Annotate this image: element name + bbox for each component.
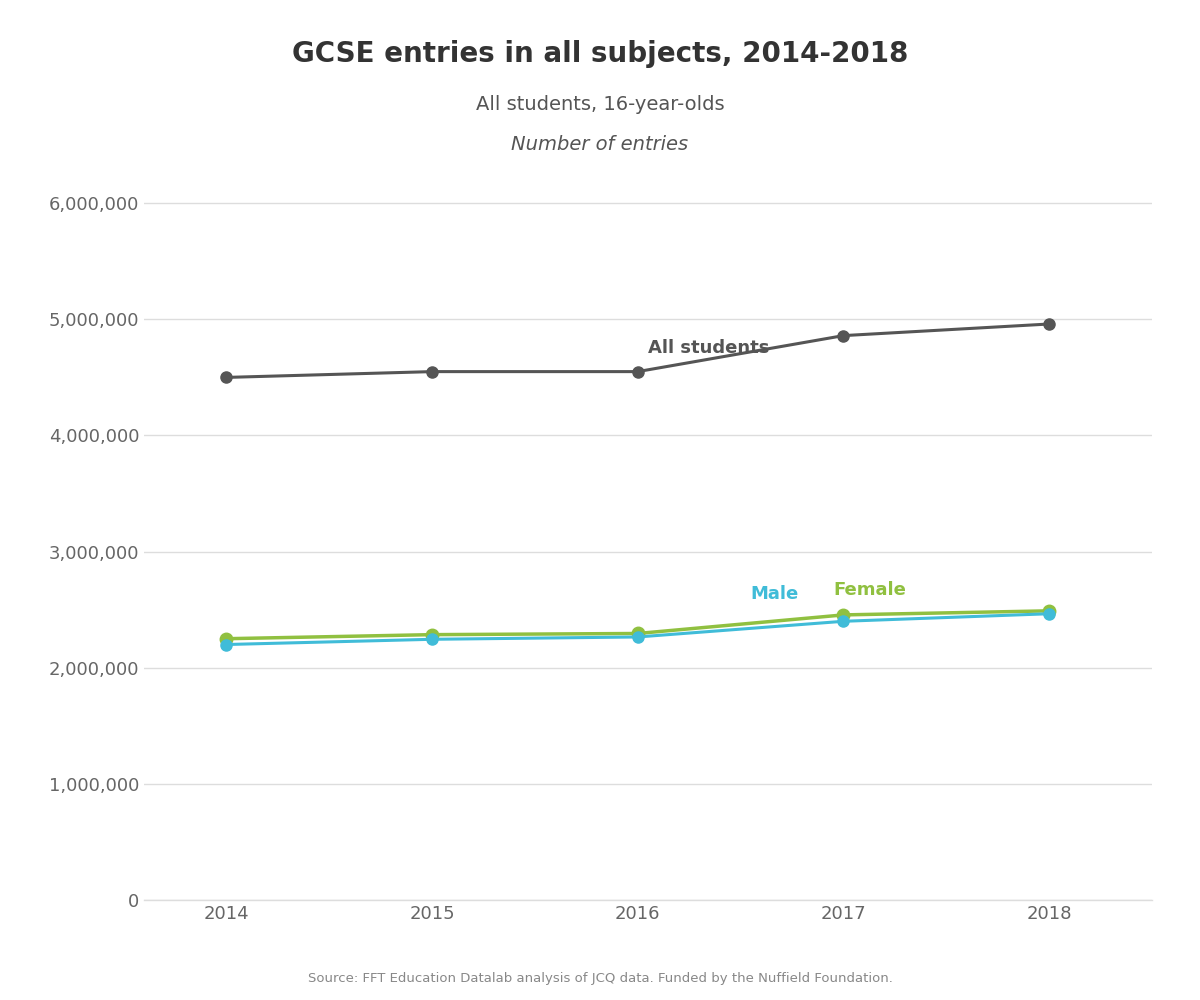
Text: GCSE entries in all subjects, 2014-2018: GCSE entries in all subjects, 2014-2018 xyxy=(292,40,908,68)
Text: Source: FFT Education Datalab analysis of JCQ data. Funded by the Nuffield Found: Source: FFT Education Datalab analysis o… xyxy=(307,972,893,985)
Text: Female: Female xyxy=(833,581,906,599)
Text: All students: All students xyxy=(648,339,769,357)
Text: Male: Male xyxy=(751,585,799,603)
Text: Number of entries: Number of entries xyxy=(511,135,689,154)
Text: All students, 16-year-olds: All students, 16-year-olds xyxy=(475,95,725,114)
